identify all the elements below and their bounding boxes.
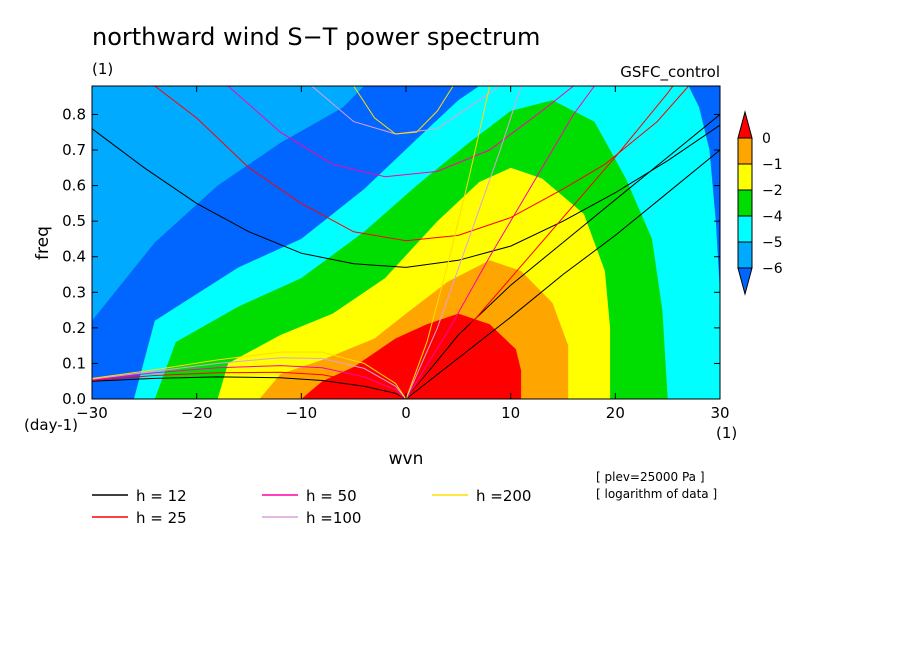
colorbar-label: −6 (762, 261, 783, 277)
x-tick-label: −30 (76, 404, 108, 422)
dispersion-curve-0-0 (92, 124, 720, 268)
dispersion-curve-2-1 (92, 365, 407, 399)
y-tick-label: 0.2 (62, 319, 86, 337)
legend-label: h =100 (306, 509, 361, 527)
colorbar-swatch (737, 189, 753, 217)
x-tick-label: −10 (286, 404, 318, 422)
colorbar-label: −2 (762, 183, 783, 199)
contour-region-1 (92, 86, 365, 321)
legend-label: h = 50 (306, 487, 357, 505)
dispersion-curve-0-3 (405, 114, 720, 399)
y-tick-label: 0.1 (62, 354, 86, 372)
x-axis-unit: (1) (716, 424, 737, 442)
y-tick-label: 0.3 (62, 283, 86, 301)
y-tick-label: 0.8 (62, 105, 86, 123)
dispersion-curve-1-2 (405, 86, 674, 399)
x-tick-label: −20 (181, 404, 213, 422)
note-plev: [ plev=25000 Pa ] (596, 470, 705, 484)
chart-subtitle-right: GSFC_control (620, 63, 720, 82)
dispersion-curve-1-0 (154, 86, 689, 242)
x-tick-label: 30 (710, 404, 729, 422)
legend-label: h = 25 (136, 509, 187, 527)
y-tick-label: 0.0 (62, 390, 86, 408)
legend-label: h = 12 (136, 487, 187, 505)
colorbar-swatch (737, 215, 753, 243)
note-logarithm: [ logarithm of data ] (596, 487, 717, 501)
dispersion-curve-0-2 (405, 149, 720, 399)
dispersion-curve-4-2 (405, 86, 491, 399)
legend-label: h =200 (476, 487, 531, 505)
dispersion-curve-0-1 (92, 376, 407, 399)
legend: h = 12 h = 25 h = 50 h =100 h =200 (92, 487, 531, 527)
colorbar-label: 0 (762, 131, 771, 147)
x-tick-label: 20 (606, 404, 625, 422)
dispersion-curve-1-1 (92, 371, 407, 399)
colorbar-top-arrow (737, 110, 753, 139)
chart-title: northward wind S−T power spectrum (92, 23, 540, 51)
x-axis: −30 −20 −10 0 10 20 30 (76, 86, 730, 422)
dispersion-curve-3-1 (92, 357, 407, 399)
y-tick-label: 0.6 (62, 177, 86, 195)
y-axis: 0.0 0.1 0.2 0.3 0.4 0.5 0.6 0.7 0.8 (62, 105, 720, 408)
x-tick-label: 0 (401, 404, 411, 422)
y-tick-label: 0.7 (62, 141, 86, 159)
x-axis-label: wvn (389, 449, 424, 469)
dispersion-curves (92, 86, 720, 399)
colorbar-label: −1 (762, 157, 783, 173)
colorbar: 0 −1 −2 −4 −5 −6 (737, 110, 783, 296)
colorbar-swatch (737, 137, 753, 165)
dispersion-curve-2-0 (227, 86, 574, 178)
y-tick-label: 0.5 (62, 212, 86, 230)
dispersion-curve-4-0 (353, 86, 454, 135)
dispersion-curve-2-2 (405, 86, 595, 399)
chart-subtitle-left: (1) (92, 60, 113, 78)
dispersion-curve-4-1 (92, 351, 407, 399)
colorbar-swatch (737, 163, 753, 191)
dispersion-curve-3-2 (405, 86, 522, 399)
colorbar-bottom-arrow (737, 267, 753, 296)
y-axis-label: freq (33, 226, 53, 260)
colorbar-label: −4 (762, 209, 783, 225)
y-axis-unit: (day-1) (24, 416, 78, 434)
y-tick-label: 0.4 (62, 248, 86, 266)
dispersion-curve-3-0 (311, 86, 501, 135)
x-tick-label: 10 (501, 404, 520, 422)
colorbar-swatch (737, 241, 753, 269)
contour-regions (92, 86, 720, 399)
colorbar-label: −5 (762, 235, 783, 251)
contour-region-6 (301, 313, 522, 399)
